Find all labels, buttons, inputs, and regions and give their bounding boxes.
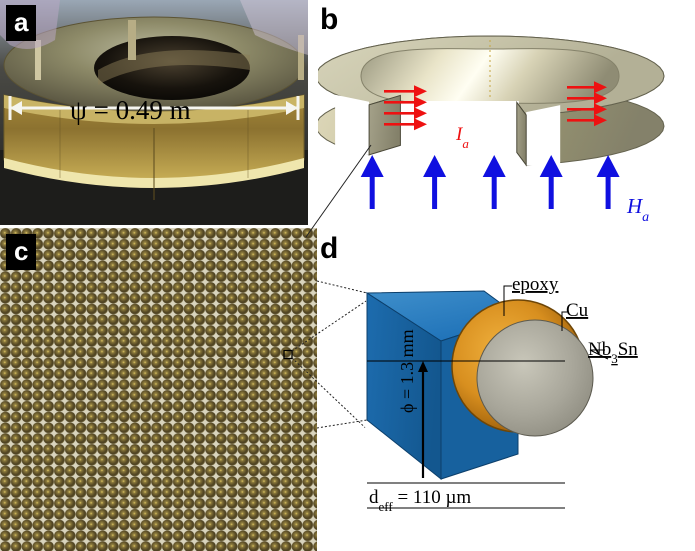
svg-text:deff = 110 µm: deff = 110 µm bbox=[369, 487, 471, 514]
svg-text:epoxy: epoxy bbox=[512, 274, 559, 295]
svg-text:Cu: Cu bbox=[566, 300, 589, 321]
svg-text:Nb3Sn: Nb3Sn bbox=[588, 339, 638, 366]
svg-text:ϕ = 1.3 mm: ϕ = 1.3 mm bbox=[397, 329, 417, 413]
svg-text:Ha: Ha bbox=[626, 194, 649, 225]
